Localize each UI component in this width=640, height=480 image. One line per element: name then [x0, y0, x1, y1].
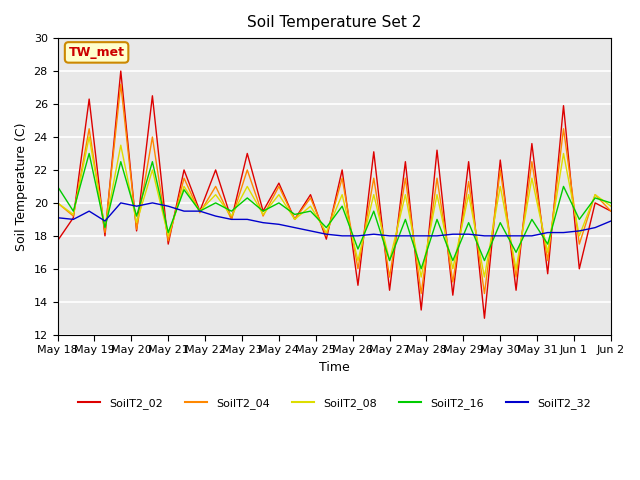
- Text: TW_met: TW_met: [68, 46, 125, 59]
- Y-axis label: Soil Temperature (C): Soil Temperature (C): [15, 122, 28, 251]
- Legend: SoilT2_02, SoilT2_04, SoilT2_08, SoilT2_16, SoilT2_32: SoilT2_02, SoilT2_04, SoilT2_08, SoilT2_…: [73, 394, 595, 413]
- X-axis label: Time: Time: [319, 360, 349, 374]
- Title: Soil Temperature Set 2: Soil Temperature Set 2: [247, 15, 421, 30]
